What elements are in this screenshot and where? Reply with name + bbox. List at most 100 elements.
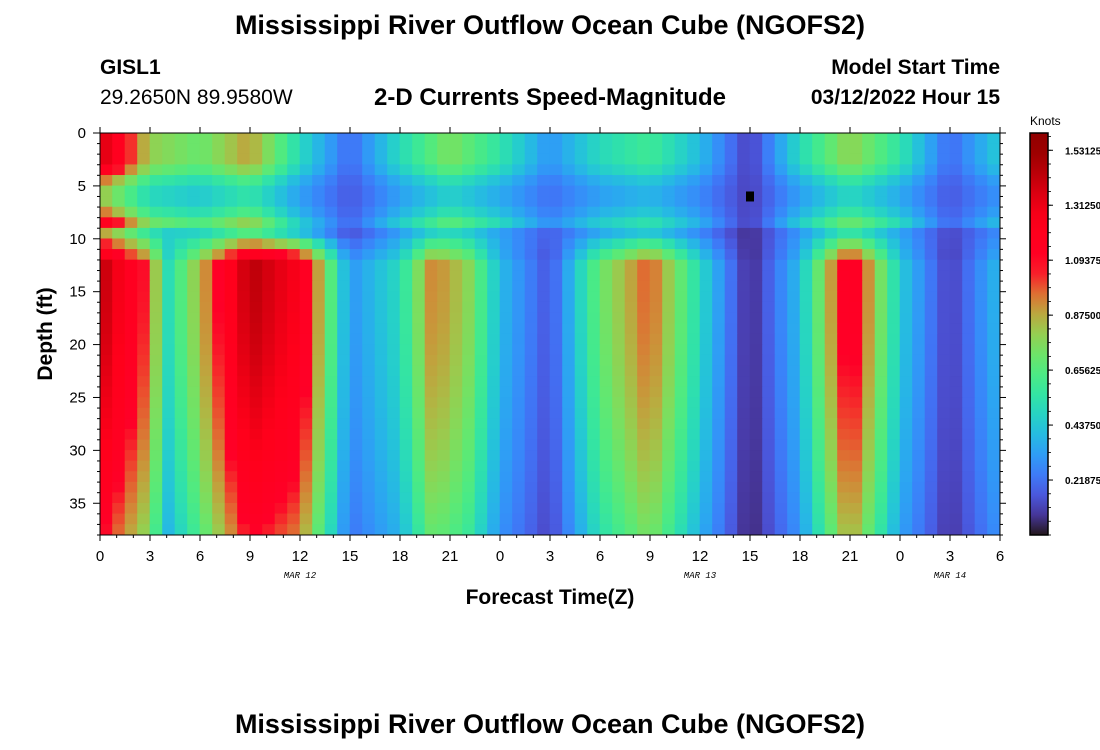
heatmap-cell bbox=[662, 439, 676, 451]
heatmap-cell bbox=[749, 450, 763, 462]
marker-square bbox=[746, 191, 754, 202]
heatmap-cell bbox=[249, 270, 263, 282]
heatmap-cell bbox=[199, 439, 213, 451]
heatmap-cell bbox=[512, 206, 526, 218]
heatmap-cell bbox=[987, 164, 1001, 176]
heatmap-cell bbox=[462, 196, 476, 208]
heatmap-cell bbox=[799, 397, 813, 409]
heatmap-cell bbox=[587, 460, 601, 472]
heatmap-cell bbox=[624, 175, 638, 187]
heatmap-cell bbox=[324, 428, 338, 441]
heatmap-cell bbox=[124, 301, 138, 314]
heatmap-cell bbox=[824, 280, 838, 292]
heatmap-cell bbox=[349, 428, 363, 441]
heatmap-cell bbox=[824, 513, 838, 525]
heatmap-cell bbox=[637, 227, 651, 240]
heatmap-cell bbox=[799, 280, 813, 292]
heatmap-cell bbox=[299, 312, 313, 324]
heatmap-cell bbox=[399, 217, 413, 229]
heatmap-cell bbox=[412, 164, 426, 176]
heatmap-cell bbox=[474, 196, 488, 208]
heatmap-cell bbox=[874, 291, 888, 303]
heatmap-cell bbox=[774, 460, 788, 472]
heatmap-cell bbox=[624, 471, 638, 483]
heatmap-cell bbox=[299, 259, 313, 271]
heatmap-cell bbox=[137, 365, 151, 377]
heatmap-cell bbox=[912, 428, 926, 441]
heatmap-cell bbox=[699, 481, 713, 493]
heatmap-cell bbox=[224, 153, 238, 166]
heatmap-cell bbox=[337, 481, 351, 493]
heatmap-cell bbox=[474, 312, 488, 324]
heatmap-cell bbox=[224, 323, 238, 335]
heatmap-cell bbox=[187, 301, 201, 314]
heatmap-cell bbox=[312, 492, 326, 504]
heatmap-cell bbox=[412, 206, 426, 218]
heatmap-cell bbox=[862, 513, 876, 525]
heatmap-cell bbox=[712, 206, 726, 218]
heatmap-cell bbox=[762, 513, 776, 525]
heatmap-cell bbox=[724, 291, 738, 303]
colorbar-tick-label: 0.43750 bbox=[1065, 421, 1100, 432]
heatmap-cell bbox=[387, 365, 401, 377]
heatmap-cell bbox=[612, 249, 626, 261]
heatmap-cell bbox=[312, 323, 326, 335]
y-tick-label: 5 bbox=[78, 178, 86, 195]
heatmap-cell bbox=[287, 354, 301, 367]
heatmap-cell bbox=[249, 280, 263, 292]
heatmap-cell bbox=[599, 259, 613, 271]
heatmap-cell bbox=[99, 312, 113, 324]
heatmap-cell bbox=[912, 280, 926, 292]
heatmap-cell bbox=[799, 428, 813, 441]
heatmap-cell bbox=[574, 217, 588, 229]
heatmap-cell bbox=[524, 312, 538, 324]
heatmap-cell bbox=[174, 164, 188, 176]
heatmap-cell bbox=[749, 185, 763, 197]
heatmap-cell bbox=[174, 143, 188, 155]
heatmap-cell bbox=[599, 418, 613, 430]
heatmap-cell bbox=[774, 153, 788, 166]
heatmap-cell bbox=[887, 291, 901, 303]
heatmap-cell bbox=[837, 280, 851, 292]
heatmap-cell bbox=[124, 217, 138, 229]
heatmap-cell bbox=[987, 270, 1001, 282]
heatmap-cell bbox=[674, 312, 688, 324]
heatmap-cell bbox=[874, 471, 888, 483]
heatmap-cell bbox=[849, 217, 863, 229]
heatmap-cell bbox=[449, 249, 463, 261]
heatmap-cell bbox=[487, 164, 501, 176]
heatmap-cell bbox=[387, 227, 401, 240]
heatmap-cell bbox=[262, 132, 276, 144]
heatmap-cell bbox=[962, 249, 976, 261]
heatmap-cell bbox=[712, 164, 726, 176]
heatmap-cell bbox=[99, 376, 113, 388]
heatmap-cell bbox=[549, 481, 563, 493]
heatmap-cell bbox=[974, 206, 988, 218]
heatmap-cell bbox=[224, 450, 238, 462]
heatmap-cell bbox=[249, 502, 263, 515]
heatmap-cell bbox=[287, 196, 301, 208]
heatmap-cell bbox=[524, 471, 538, 483]
heatmap-cell bbox=[462, 450, 476, 462]
heatmap-cell bbox=[737, 407, 751, 419]
heatmap-cell bbox=[449, 312, 463, 324]
heatmap-cell bbox=[349, 407, 363, 419]
heatmap-cell bbox=[949, 354, 963, 367]
heatmap-cell bbox=[712, 301, 726, 314]
heatmap-cell bbox=[712, 227, 726, 240]
heatmap-cell bbox=[774, 344, 788, 356]
heatmap-cell bbox=[149, 175, 163, 187]
heatmap-cell bbox=[949, 270, 963, 282]
heatmap-cell bbox=[249, 227, 263, 240]
heatmap-cell bbox=[774, 185, 788, 197]
x-tick-label: 0 bbox=[896, 548, 904, 565]
heatmap-cell bbox=[687, 481, 701, 493]
heatmap-cell bbox=[962, 196, 976, 208]
heatmap-cell bbox=[799, 365, 813, 377]
heatmap-cell bbox=[362, 460, 376, 472]
heatmap-cell bbox=[812, 418, 826, 430]
heatmap-cell bbox=[699, 270, 713, 282]
heatmap-cell bbox=[449, 481, 463, 493]
heatmap-cell bbox=[287, 407, 301, 419]
heatmap-cell bbox=[412, 397, 426, 409]
